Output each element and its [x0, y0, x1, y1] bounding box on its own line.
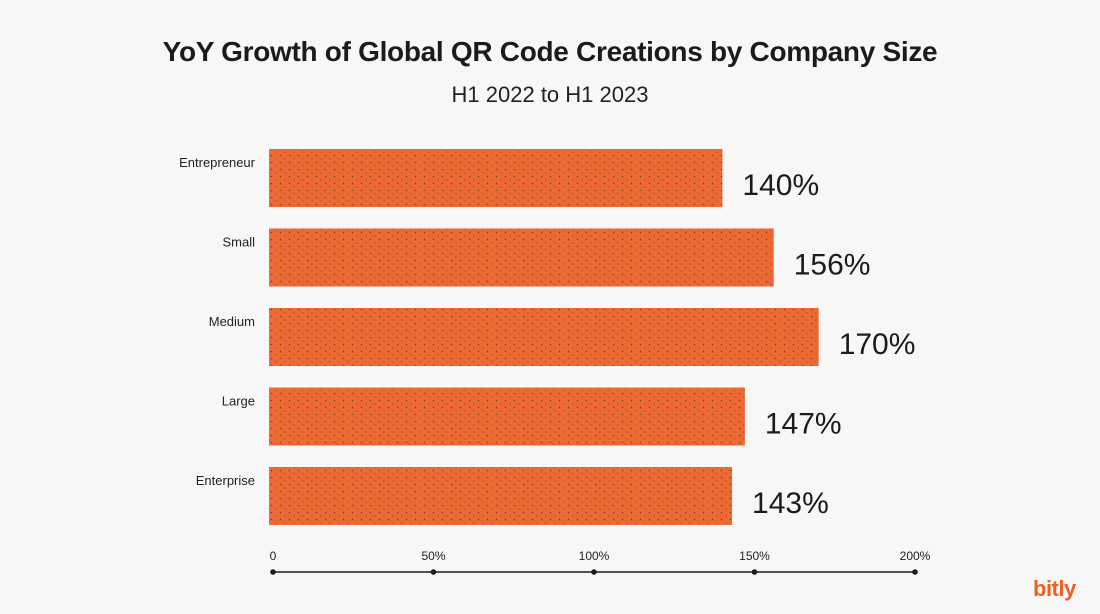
bar-texture — [269, 467, 733, 525]
tick-label: 150% — [739, 549, 770, 563]
bar-texture — [269, 149, 723, 207]
bar-texture — [269, 228, 774, 287]
tick-label: 100% — [579, 549, 610, 563]
tick-label: 200% — [900, 549, 931, 563]
tick-dot — [751, 569, 758, 575]
value-label: 156% — [794, 249, 871, 282]
value-label: 147% — [765, 408, 842, 441]
bar-texture — [269, 387, 745, 446]
chart-subtitle: H1 2022 to H1 2023 — [451, 82, 649, 107]
tick-dot — [270, 569, 276, 575]
chart-title: YoY Growth of Global QR Code Creations b… — [162, 36, 938, 67]
category-label: Large — [222, 394, 255, 409]
tick-label: 50% — [421, 549, 445, 563]
tick-label: 0 — [270, 549, 277, 563]
category-label: Medium — [209, 314, 255, 329]
value-label: 140% — [742, 169, 819, 202]
category-label: Entrepreneur — [179, 155, 256, 170]
x-axis: 0 50% 100% 150% 200% — [270, 549, 931, 575]
tick-dot — [591, 569, 597, 575]
bar-texture — [269, 308, 819, 366]
category-label: Enterprise — [196, 473, 255, 488]
bars: Entrepreneur 140% Small 156% Medium 170% Large… — [179, 149, 915, 525]
value-label: 143% — [752, 487, 829, 520]
value-label: 170% — [839, 328, 916, 361]
tick-dot — [430, 569, 437, 575]
category-label: Small — [222, 235, 255, 250]
bitly-logo: bitly — [1033, 576, 1076, 601]
tick-dot — [912, 569, 918, 575]
